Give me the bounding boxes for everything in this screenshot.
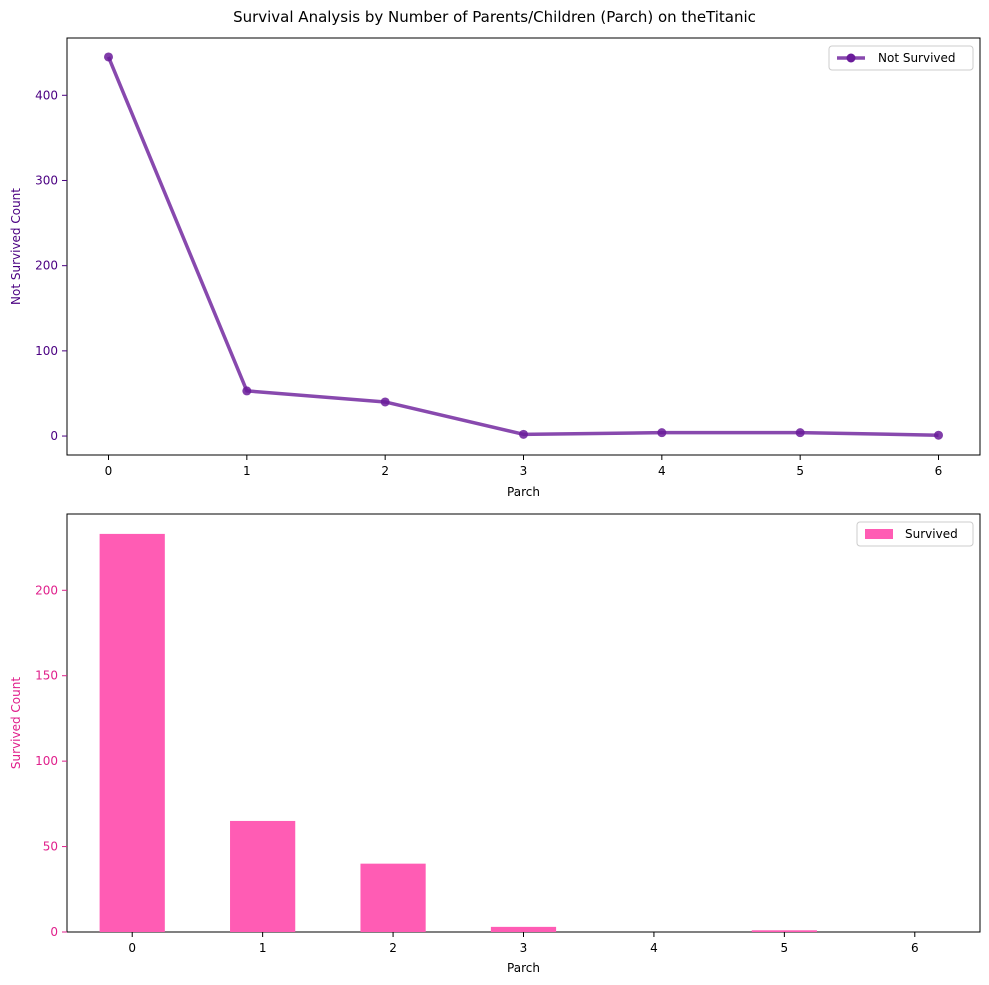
not-survived-point [519,429,528,439]
survived-bar [230,820,296,932]
bottom-x-axis-label: Parch [507,961,540,975]
top-x-tick-label: 2 [381,464,389,478]
top-y-tick-label: 300 [35,173,58,187]
figure-title: Survival Analysis by Number of Parents/C… [233,8,756,26]
not-survived-point [795,428,805,438]
top-y-axis-label: Not Survived Count [9,188,23,305]
not-survived-point [380,397,390,407]
bottom-x-tick-label: 2 [389,941,397,955]
bottom-x-tick-label: 0 [128,941,136,955]
bottom-legend-swatch [865,529,893,539]
survived-bar [99,533,165,932]
top-x-axis-label: Parch [507,485,540,499]
top-x-tick-label: 0 [105,464,113,478]
top-y-tick-label: 200 [35,259,58,273]
not-survived-line [106,56,939,437]
survived-bar [751,930,817,932]
top-legend-marker [846,53,856,63]
not-survived-point [657,428,667,438]
bottom-y-tick-label: 200 [35,583,58,597]
bottom-legend-box [856,521,974,547]
top-legend-label: Not Survived [878,51,956,65]
not-survived-point [242,386,252,396]
top-x-tick-label: 4 [658,464,666,478]
bottom-y-tick-label: 150 [35,669,58,683]
bottom-y-tick-label: 100 [35,754,58,768]
bottom-x-tick-label: 3 [520,941,528,955]
top-y-tick-label: 0 [50,429,58,443]
top-y-tick-label: 400 [35,88,58,102]
top-plot-frame [66,37,981,456]
bottom-plot-frame [66,513,981,933]
not-survived-point [934,430,943,440]
bottom-y-tick-label: 50 [43,840,58,854]
bottom-x-tick-label: 5 [781,941,789,955]
survived-bar [490,926,557,932]
bottom-y-axis-label: Survived Count [9,677,23,769]
not-survived-point [104,52,113,62]
top-x-tick-label: 1 [243,464,251,478]
top-legend-box [828,45,974,71]
bottom-legend-label: Survived [905,527,958,541]
bottom-x-tick-label: 1 [259,941,267,955]
bottom-y-tick-label: 0 [50,925,58,939]
survived-bar [360,863,426,932]
bottom-x-tick-label: 4 [650,941,658,955]
top-x-tick-label: 5 [796,464,804,478]
bottom-x-tick-label: 6 [911,941,919,955]
top-x-tick-label: 6 [935,464,943,478]
top-y-tick-label: 100 [35,344,58,358]
top-x-tick-label: 3 [520,464,528,478]
